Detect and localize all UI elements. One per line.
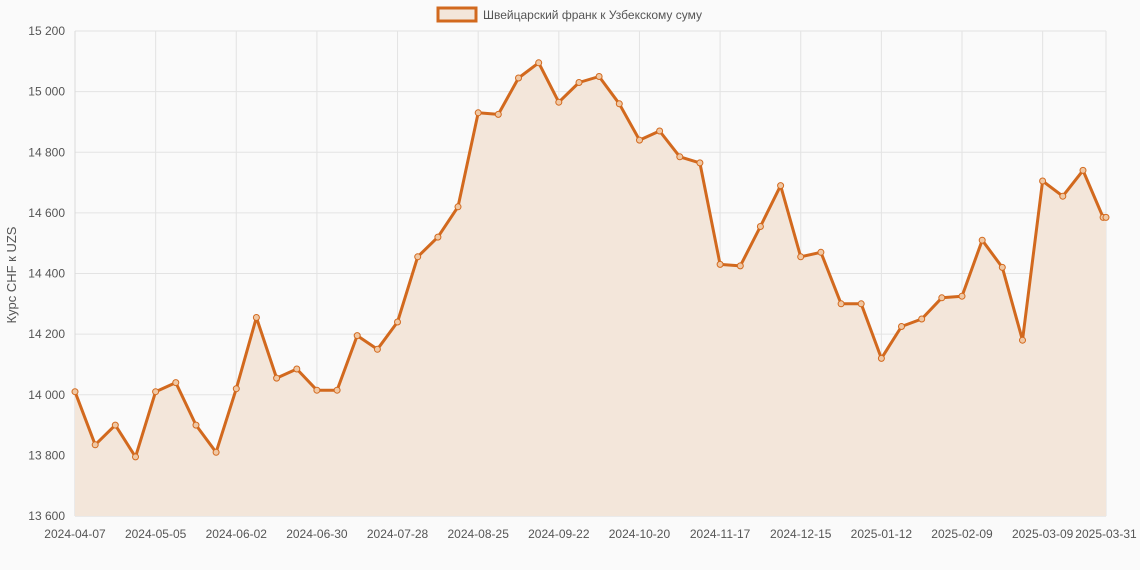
data-point[interactable] (273, 374, 281, 382)
data-point[interactable] (736, 262, 744, 270)
data-point[interactable] (716, 260, 724, 268)
y-tick-label: 15 000 (28, 85, 65, 99)
data-point[interactable] (1039, 177, 1047, 185)
data-point[interactable] (857, 300, 865, 308)
x-tick-label: 2025-03-31 (1075, 527, 1137, 541)
x-tick-label: 2024-04-07 (44, 527, 106, 541)
plot-area (71, 59, 1110, 517)
legend-swatch (436, 6, 478, 23)
y-tick-label: 13 800 (28, 448, 65, 462)
data-point[interactable] (394, 318, 401, 326)
data-point[interactable] (252, 314, 260, 321)
data-point[interactable] (293, 365, 301, 373)
data-point[interactable] (535, 59, 543, 67)
data-point[interactable] (1079, 166, 1087, 174)
data-point[interactable] (474, 109, 482, 117)
x-tick-label: 2024-12-15 (770, 527, 832, 541)
data-point[interactable] (958, 292, 966, 300)
x-tick-label: 2024-10-20 (609, 527, 671, 541)
x-tick-label: 2024-06-30 (286, 527, 348, 541)
data-point[interactable] (71, 388, 79, 396)
y-tick-labels: 13 600 13 800 14 000 14 200 14 400 14 600 14 8… (28, 24, 65, 523)
x-tick-label: 2024-05-05 (125, 527, 187, 541)
data-point[interactable] (696, 159, 704, 167)
y-tick-label: 14 200 (28, 327, 65, 341)
data-point[interactable] (978, 236, 986, 244)
data-point[interactable] (1019, 336, 1026, 344)
y-axis-label: Курс CHF к UZS (4, 226, 19, 323)
x-tick-label: 2024-07-28 (367, 527, 429, 541)
data-point[interactable] (615, 100, 623, 108)
data-point[interactable] (777, 182, 785, 190)
data-point[interactable] (353, 332, 361, 340)
data-point[interactable] (1059, 192, 1067, 200)
data-point[interactable] (212, 448, 220, 456)
data-point[interactable] (595, 73, 603, 80)
data-point[interactable] (232, 385, 240, 393)
data-point[interactable] (817, 248, 825, 256)
x-tick-label: 2025-03-09 (1012, 527, 1074, 541)
y-tick-label: 14 400 (28, 267, 65, 281)
data-point[interactable] (454, 203, 462, 211)
x-tick-label: 2024-11-17 (690, 527, 751, 541)
data-point[interactable] (111, 421, 119, 429)
data-point[interactable] (132, 453, 139, 461)
data-point[interactable] (373, 345, 381, 353)
y-tick-label: 14 600 (28, 206, 65, 220)
data-point[interactable] (575, 79, 583, 86)
data-point[interactable] (1102, 213, 1110, 221)
data-point[interactable] (998, 263, 1006, 271)
x-tick-label: 2025-01-12 (851, 527, 913, 541)
data-point[interactable] (797, 253, 805, 261)
data-point[interactable] (172, 379, 180, 387)
series-area (75, 62, 1106, 517)
data-point[interactable] (938, 294, 946, 302)
data-point[interactable] (676, 153, 684, 161)
y-tick-label: 14 800 (28, 145, 65, 159)
data-point[interactable] (192, 421, 200, 429)
x-tick-labels: 2024-04-07 2024-05-05 2024-06-02 2024-06-30… (44, 527, 1137, 541)
data-point[interactable] (877, 354, 885, 362)
data-point[interactable] (434, 233, 442, 241)
data-point[interactable] (656, 127, 664, 135)
data-point[interactable] (414, 253, 422, 261)
y-tick-label: 14 000 (28, 388, 65, 402)
data-point[interactable] (515, 74, 522, 82)
data-point[interactable] (918, 315, 926, 323)
data-point[interactable] (333, 386, 341, 394)
data-point[interactable] (313, 386, 321, 394)
y-tick-label: 15 200 (28, 24, 65, 38)
data-point[interactable] (837, 300, 845, 308)
x-tick-label: 2024-06-02 (206, 527, 268, 541)
data-point[interactable] (555, 98, 563, 106)
legend[interactable]: Швейцарский франк к Узбекскому суму (436, 6, 702, 23)
x-tick-label: 2024-08-25 (447, 527, 509, 541)
x-tick-label: 2024-09-22 (528, 527, 590, 541)
x-tick-label: 2025-02-09 (931, 527, 993, 541)
data-point[interactable] (636, 136, 643, 144)
data-point[interactable] (898, 323, 905, 330)
data-point[interactable] (494, 110, 502, 118)
y-tick-label: 13 600 (28, 509, 65, 523)
data-point[interactable] (152, 388, 160, 396)
data-point[interactable] (756, 223, 764, 230)
legend-label: Швейцарский франк к Узбекскому суму (483, 8, 702, 22)
data-point[interactable] (91, 441, 99, 449)
